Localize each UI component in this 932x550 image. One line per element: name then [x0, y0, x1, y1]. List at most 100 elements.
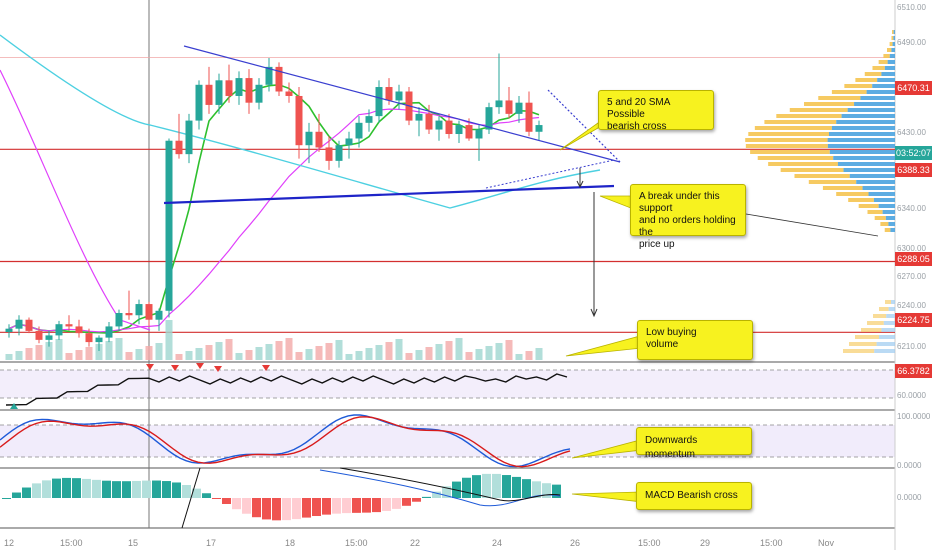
volume-profile-bar — [874, 216, 886, 220]
macd-histogram-bar — [212, 498, 221, 499]
volume-profile-bar — [841, 114, 895, 118]
volume-profile-bar — [873, 314, 887, 318]
macd-histogram-bar — [422, 496, 431, 498]
volume-bar — [405, 353, 413, 360]
volume-bar — [105, 341, 113, 360]
macd-histogram-bar — [462, 477, 471, 498]
macd-histogram-bar — [522, 479, 531, 498]
volume-profile-bar — [878, 204, 895, 208]
macd-histogram-bar — [382, 498, 391, 511]
candle-body — [335, 145, 343, 161]
macd-histogram-bar — [352, 498, 361, 513]
volume-profile-bar — [889, 54, 895, 58]
volume-profile-bar — [776, 114, 842, 118]
volume-bar — [255, 347, 263, 360]
volume-bar — [215, 342, 223, 360]
volume-bar — [485, 346, 493, 360]
volume-profile-bar — [757, 156, 834, 160]
candle-body — [345, 138, 353, 146]
volume-profile-bar — [768, 162, 838, 166]
signal-marker — [10, 403, 18, 409]
volume-bar — [505, 340, 513, 360]
countdown-tag: 03:52:07 — [895, 146, 932, 160]
volume-profile-bar — [855, 335, 879, 339]
volume-profile-bar — [884, 228, 891, 232]
x-axis-label: 15:00 — [60, 538, 83, 548]
volume-profile-bar — [886, 48, 892, 52]
x-axis-label: 26 — [570, 538, 581, 548]
candle-body — [55, 324, 63, 336]
macd-histogram-bar — [172, 482, 181, 498]
candle-body — [15, 319, 23, 329]
support-trendline — [163, 184, 615, 205]
stoch-scale-label: 100.0000 — [897, 412, 931, 421]
candle-body — [155, 310, 163, 320]
volume-profile-bar — [844, 84, 873, 88]
price-scale-label: 6240.00 — [897, 301, 926, 310]
macd-histogram-bar — [342, 498, 351, 514]
x-axis-label: 15:00 — [638, 538, 661, 548]
volume-profile-bar — [879, 335, 895, 339]
candle-body — [485, 107, 493, 130]
volume-profile-bar — [891, 300, 895, 304]
rsi-value-tag: 66.3782 — [895, 364, 932, 378]
volume-profile-bar — [780, 168, 844, 172]
volume-bar — [185, 351, 193, 360]
volume-bar — [115, 338, 123, 360]
annotation-line: Low buying — [646, 327, 697, 338]
volume-bar — [25, 348, 33, 360]
macd-histogram-bar — [482, 473, 491, 498]
break-arrow-head — [576, 180, 584, 189]
x-axis-label: 24 — [492, 538, 503, 548]
volume-bar — [515, 354, 523, 360]
candle-body — [295, 95, 303, 146]
volume-bar — [465, 352, 473, 360]
price-tag-6388: 6388.33 — [895, 163, 932, 177]
candle-body — [205, 84, 213, 105]
volume-profile-bar — [891, 48, 895, 52]
volume-profile-bar — [893, 36, 895, 40]
volume-profile-bar — [891, 36, 894, 40]
volume-bar — [535, 348, 543, 360]
volume-profile-bar — [882, 210, 895, 214]
volume-profile-bar — [833, 156, 895, 160]
macd-histogram-bar — [122, 481, 131, 498]
macd-histogram-bar — [282, 498, 291, 521]
volume-profile-bar — [848, 198, 874, 202]
x-axis-label: 17 — [206, 538, 217, 548]
macd-histogram-bar — [2, 498, 11, 499]
projection-line — [485, 159, 615, 189]
candle-body — [465, 125, 473, 139]
volume-profile-bar — [750, 150, 830, 154]
volume-bar — [295, 352, 303, 360]
x-axis-label: 15:00 — [760, 538, 783, 548]
candle-body — [505, 100, 513, 114]
volume-profile-bar — [837, 162, 895, 166]
macd-histogram-bar — [272, 498, 281, 521]
volume-profile-bar — [789, 108, 848, 112]
volume-profile-bar — [887, 60, 895, 64]
volume-profile-bar — [886, 314, 895, 318]
volume-profile-bar — [885, 216, 895, 220]
volume-bar — [275, 341, 283, 360]
annotation-macd-cross: MACD Bearish cross — [636, 482, 752, 510]
candle-body — [535, 125, 543, 132]
macd-histogram-bar — [142, 480, 151, 498]
volume-bar — [525, 351, 533, 360]
annotation-support-break: A break under this support and no orders… — [630, 184, 746, 250]
candle-body — [165, 140, 173, 311]
volume-bar — [325, 343, 333, 360]
macd-histogram-bar — [162, 481, 171, 498]
volume-bar — [55, 339, 63, 360]
candle-body — [115, 313, 123, 327]
candle-body — [365, 116, 373, 123]
volume-bar — [45, 342, 53, 360]
volume-bar — [125, 352, 133, 360]
candle-body — [215, 80, 223, 105]
rsi-scale-label: 60.0000 — [897, 391, 926, 400]
macd-histogram-bar — [252, 498, 261, 518]
signal-marker — [146, 364, 154, 370]
candle-body — [255, 84, 263, 103]
candle-body — [235, 78, 243, 96]
volume-bar — [95, 344, 103, 360]
